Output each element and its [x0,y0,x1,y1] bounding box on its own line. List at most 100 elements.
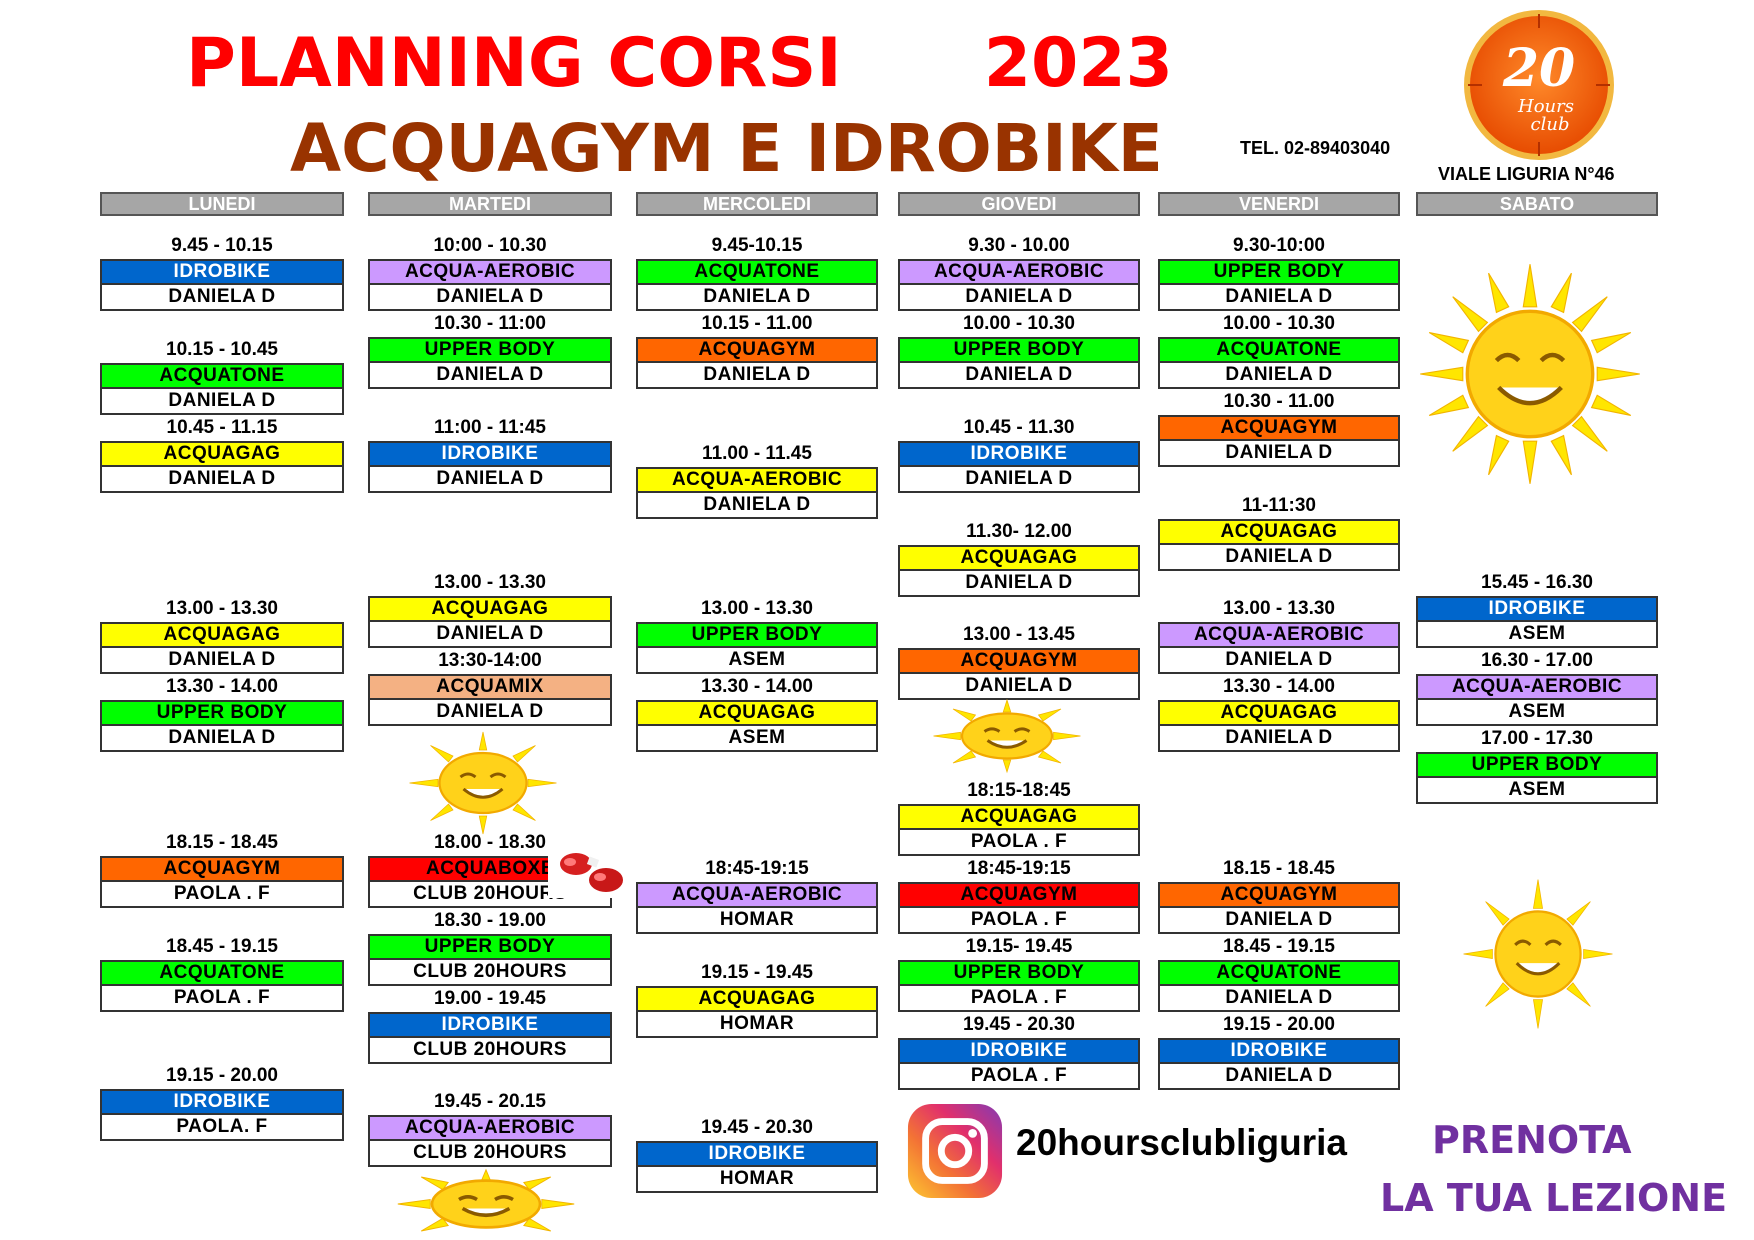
class-instructor: DANIELA D [1158,441,1400,467]
class-instructor: DANIELA D [636,285,878,311]
class-time: 15.45 - 16.30 [1481,572,1593,593]
class-block: 19.15 - 20.00 IDROBIKE PAOLA. F [100,1063,344,1141]
class-name: ACQUAGYM [636,337,878,363]
class-time: 11.00 - 11.45 [702,443,812,464]
class-block: 13.30 - 14.00 ACQUAGAG DANIELA D [1158,674,1400,752]
address: VIALE LIGURIA N°46 [1438,164,1615,184]
class-time: 13.30 - 14.00 [701,676,813,697]
class-time: 18.45 - 19.15 [166,936,278,957]
class-block: 9.45-10.15 ACQUATONE DANIELA D [636,233,878,311]
class-block: 18:15-18:45 ACQUAGAG PAOLA . F [898,778,1140,856]
class-instructor: HOMAR [636,908,878,934]
class-name: ACQUATONE [100,363,344,389]
class-name: ACQUAGAG [1158,519,1400,545]
class-time: 19.00 - 19.45 [434,988,546,1009]
class-time: 9.30 - 10.00 [968,235,1070,256]
class-block: 10.15 - 10.45 ACQUATONE DANIELA D [100,337,344,415]
class-block: 19.15- 19.45 UPPER BODY PAOLA . F [898,934,1140,1012]
class-time: 13:30-14:00 [438,650,542,671]
class-block: 18:45-19:15 ACQUAGYM PAOLA . F [898,856,1140,934]
class-name: ACQUA-AEROBIC [368,259,612,285]
class-name: IDROBIKE [100,1089,344,1115]
class-instructor: CLUB 20HOURS [368,960,612,986]
class-name: IDROBIKE [368,441,612,467]
class-time: 10.30 - 11.00 [1223,391,1335,412]
class-name: IDROBIKE [1416,596,1658,622]
class-time: 10.00 - 10.30 [963,313,1075,334]
class-block: 10.45 - 11.30 IDROBIKE DANIELA D [898,415,1140,493]
class-block: 17.00 - 17.30 UPPER BODY ASEM [1416,726,1658,804]
class-time: 10.45 - 11.30 [963,417,1075,438]
class-name: IDROBIKE [1158,1038,1400,1064]
class-block: 19.00 - 19.45 IDROBIKE CLUB 20HOURS [368,986,612,1064]
class-block: 13.00 - 13.30 ACQUA-AEROBIC DANIELA D [1158,596,1400,674]
class-instructor: DANIELA D [636,493,878,519]
class-instructor: DANIELA D [1158,986,1400,1012]
class-block: 18.15 - 18.45 ACQUAGYM PAOLA . F [100,830,344,908]
smiling-sun-icon [397,1168,575,1232]
class-block: 10.45 - 11.15 ACQUAGAG DANIELA D [100,415,344,493]
smiling-sun-icon [1463,879,1613,1029]
class-time: 10.00 - 10.30 [1223,313,1335,334]
class-time: 13.00 - 13.30 [434,572,546,593]
class-name: IDROBIKE [898,441,1140,467]
phone-number: TEL. 02-89403040 [1240,138,1391,158]
class-instructor: CLUB 20HOURS [368,1141,612,1167]
class-name: ACQUAGYM [1158,415,1400,441]
class-block: 18.15 - 18.45 ACQUAGYM DANIELA D [1158,856,1400,934]
class-block: 13.30 - 14.00 ACQUAGAG ASEM [636,674,878,752]
class-name: ACQUAGAG [898,804,1140,830]
class-block: 18:45-19:15 ACQUA-AEROBIC HOMAR [636,856,878,934]
class-instructor: PAOLA . F [100,882,344,908]
class-instructor: DANIELA D [1158,545,1400,571]
class-instructor: PAOLA . F [898,986,1140,1012]
class-block: 19.15 - 20.00 IDROBIKE DANIELA D [1158,1012,1400,1090]
class-instructor: PAOLA . F [898,908,1140,934]
class-name: UPPER BODY [100,700,344,726]
logo-text-club: club [1531,114,1570,135]
instagram-icon[interactable] [906,1102,1004,1200]
instagram-handle[interactable]: 20hoursclubliguria [1016,1122,1348,1163]
class-name: ACQUAGAG [636,986,878,1012]
class-instructor: DANIELA D [1158,285,1400,311]
cta-line2: LA TUA LEZIONE [1380,1176,1728,1220]
class-instructor: ASEM [636,648,878,674]
class-instructor: DANIELA D [898,467,1140,493]
class-block: 19.45 - 20.30 IDROBIKE HOMAR [636,1115,878,1193]
class-instructor: DANIELA D [898,571,1140,597]
class-instructor: ASEM [636,726,878,752]
class-block: 10:00 - 10.30 ACQUA-AEROBIC DANIELA D [368,233,612,311]
class-time: 18:45-19:15 [705,858,809,879]
class-instructor: DANIELA D [100,648,344,674]
class-instructor: DANIELA D [100,467,344,493]
day-header-lunedi: LUNEDI [100,192,344,216]
club-logo: 20 Hours club [1464,10,1614,160]
day-header-mercoledi: MERCOLEDI [636,192,878,216]
class-time: 19.45 - 20.30 [963,1014,1075,1035]
smiling-sun-icon [409,731,557,835]
class-instructor: DANIELA D [898,285,1140,311]
class-time: 9.45-10.15 [711,235,803,256]
class-time: 10.30 - 11:00 [434,313,546,334]
class-name: ACQUAGAG [636,700,878,726]
class-instructor: HOMAR [636,1012,878,1038]
class-instructor: DANIELA D [100,389,344,415]
day-header-venerdi: VENERDI [1158,192,1400,216]
class-block: 18.45 - 19.15 ACQUATONE DANIELA D [1158,934,1400,1012]
class-time: 19.45 - 20.30 [701,1117,813,1138]
class-name: ACQUATONE [100,960,344,986]
class-block: 10.30 - 11:00 UPPER BODY DANIELA D [368,311,612,389]
class-name: UPPER BODY [368,337,612,363]
class-time: 10.15 - 11.00 [701,313,813,334]
class-block: 15.45 - 16.30 IDROBIKE ASEM [1416,570,1658,648]
class-block: 11:00 - 11:45 IDROBIKE DANIELA D [368,415,612,493]
class-block: 10.15 - 11.00 ACQUAGYM DANIELA D [636,311,878,389]
class-instructor: DANIELA D [898,363,1140,389]
class-name: ACQUAGYM [100,856,344,882]
class-instructor: ASEM [1416,700,1658,726]
class-instructor: PAOLA . F [898,1064,1140,1090]
class-time: 11-11:30 [1242,495,1316,516]
class-name: ACQUAGAG [1158,700,1400,726]
class-name: ACQUATONE [1158,337,1400,363]
class-instructor: DANIELA D [636,363,878,389]
